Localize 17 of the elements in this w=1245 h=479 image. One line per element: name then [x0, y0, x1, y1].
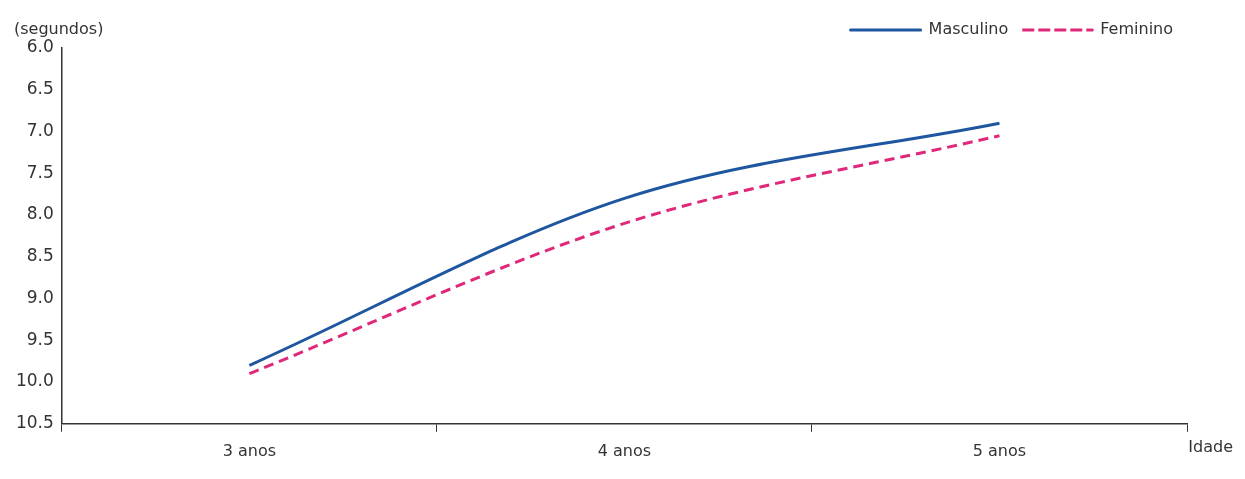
legend-label: Feminino	[1100, 19, 1173, 39]
x-tick-label: 4 anos	[597, 440, 652, 460]
y-tick-label: 7.0	[26, 119, 54, 140]
y-tick-label: 8.5	[26, 245, 54, 266]
y-tick-label: 6.0	[26, 36, 54, 57]
y-tick-label: 10.5	[15, 412, 54, 433]
y-tick-label: 10.0	[15, 370, 54, 391]
legend-label: Masculino	[928, 19, 1009, 39]
x-tick-label: 3 anos	[222, 440, 277, 460]
y-tick-label: 9.0	[26, 286, 54, 307]
x-tick-label: 5 anos	[972, 440, 1027, 460]
y-tick-label: 7.5	[26, 161, 54, 182]
x-axis-title: Idade	[1188, 436, 1233, 456]
y-tick-label: 8.0	[26, 203, 54, 224]
y-tick-label: 9.5	[26, 328, 54, 349]
y-axis-title: (segundos)	[14, 19, 104, 39]
y-tick-label: 6.5	[26, 78, 54, 99]
